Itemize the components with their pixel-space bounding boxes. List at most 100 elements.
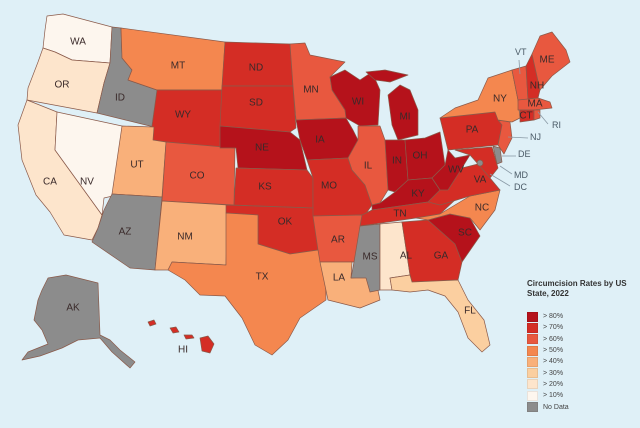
legend-item: > 60% xyxy=(527,334,637,345)
state-label-LA: LA xyxy=(333,273,346,284)
state-label-HI: HI xyxy=(178,345,188,356)
legend-label: > 20% xyxy=(543,380,564,388)
state-label-SC: SC xyxy=(458,228,472,239)
state-ME[interactable] xyxy=(531,31,571,91)
state-NH[interactable] xyxy=(525,53,541,101)
legend-swatch xyxy=(527,368,538,379)
state-label-ID: ID xyxy=(115,93,125,104)
state-label-NH: NH xyxy=(530,81,544,92)
state-label-WY: WY xyxy=(175,110,191,121)
state-callout-DC: DC xyxy=(514,182,527,192)
legend-item: > 50% xyxy=(527,345,637,356)
legend-swatch xyxy=(527,334,538,345)
state-TN[interactable] xyxy=(359,199,456,227)
state-label-SD: SD xyxy=(249,98,263,109)
state-SD[interactable] xyxy=(219,85,297,133)
legend-swatch xyxy=(527,322,538,333)
legend-swatch xyxy=(527,311,538,322)
state-label-CO: CO xyxy=(190,171,205,182)
legend-title: Circumcision Rates by US State, 2022 xyxy=(527,279,627,298)
state-label-PA: PA xyxy=(466,125,479,136)
state-label-VA: VA xyxy=(474,175,487,186)
state-label-MN: MN xyxy=(303,85,319,96)
state-label-OH: OH xyxy=(413,151,428,162)
state-label-GA: GA xyxy=(434,251,449,262)
state-MD[interactable] xyxy=(454,146,499,179)
state-IA[interactable] xyxy=(295,117,359,161)
state-label-MA: MA xyxy=(528,99,543,110)
state-label-IN: IN xyxy=(392,156,402,167)
state-NC[interactable] xyxy=(415,189,501,231)
legend-item: > 70% xyxy=(527,322,637,333)
legend-label: > 10% xyxy=(543,392,564,400)
state-label-MI: MI xyxy=(399,112,410,123)
legend-label: > 80% xyxy=(543,313,564,321)
state-callout-MD: MD xyxy=(514,170,528,180)
state-callout-RI: RI xyxy=(552,120,561,130)
state-label-IL: IL xyxy=(364,161,373,172)
state-label-ME: ME xyxy=(540,55,555,66)
state-AK[interactable] xyxy=(21,274,136,369)
state-WI[interactable] xyxy=(329,69,381,127)
legend-swatch xyxy=(527,390,538,401)
state-label-ND: ND xyxy=(249,63,263,74)
legend-item: > 10% xyxy=(527,390,637,401)
legend-label: No Data xyxy=(543,403,569,411)
legend-label: > 50% xyxy=(543,347,564,355)
map-legend: Circumcision Rates by US State, 2022 > 8… xyxy=(527,279,637,413)
state-label-WV: WV xyxy=(448,165,464,176)
state-label-AK: AK xyxy=(66,303,80,314)
state-label-AL: AL xyxy=(400,251,413,262)
state-label-OK: OK xyxy=(278,217,293,228)
state-label-CA: CA xyxy=(43,177,57,188)
state-label-TN: TN xyxy=(393,209,406,220)
state-MA[interactable] xyxy=(517,97,553,111)
legend-label: > 40% xyxy=(543,358,564,366)
state-callout-DE: DE xyxy=(518,149,531,159)
state-label-NE: NE xyxy=(255,143,269,154)
state-label-NY: NY xyxy=(493,94,507,105)
legend-swatch xyxy=(527,356,538,367)
state-label-KY: KY xyxy=(411,189,425,200)
state-FL[interactable] xyxy=(389,274,491,353)
legend-label: > 70% xyxy=(543,324,564,332)
state-label-MO: MO xyxy=(321,181,337,192)
state-KS[interactable] xyxy=(233,167,314,209)
legend-swatch xyxy=(527,402,538,413)
state-HI[interactable] xyxy=(147,319,215,354)
state-callout-NJ: NJ xyxy=(530,132,541,142)
state-RI[interactable] xyxy=(533,109,541,121)
state-label-KS: KS xyxy=(258,182,272,193)
state-label-WA: WA xyxy=(70,37,86,48)
state-label-WI: WI xyxy=(352,97,364,108)
state-DC[interactable] xyxy=(476,159,484,167)
state-TX[interactable] xyxy=(167,212,327,356)
state-label-TX: TX xyxy=(256,272,269,283)
state-label-UT: UT xyxy=(130,160,143,171)
state-label-AZ: AZ xyxy=(119,227,132,238)
legend-item: > 20% xyxy=(527,379,637,390)
state-MT[interactable] xyxy=(120,27,226,91)
legend-label: > 60% xyxy=(543,335,564,343)
legend-item: > 40% xyxy=(527,356,637,367)
legend-label: > 30% xyxy=(543,369,564,377)
state-label-NC: NC xyxy=(475,203,489,214)
legend-item: No Data xyxy=(527,401,637,413)
state-label-AR: AR xyxy=(331,235,345,246)
state-label-NV: NV xyxy=(80,177,94,188)
state-MI[interactable] xyxy=(365,69,419,141)
state-DE[interactable] xyxy=(492,145,503,165)
state-label-MS: MS xyxy=(363,252,378,263)
state-callout-VT: VT xyxy=(515,47,527,57)
legend-swatch xyxy=(527,379,538,390)
state-label-OR: OR xyxy=(55,80,70,91)
state-label-FL: FL xyxy=(464,306,476,317)
state-label-NM: NM xyxy=(177,232,193,243)
legend-swatch xyxy=(527,345,538,356)
state-label-IA: IA xyxy=(315,135,325,146)
legend-item: > 80% xyxy=(527,311,637,322)
state-label-CT: CT xyxy=(519,111,532,122)
legend-item: > 30% xyxy=(527,367,637,379)
state-label-MT: MT xyxy=(171,61,185,72)
